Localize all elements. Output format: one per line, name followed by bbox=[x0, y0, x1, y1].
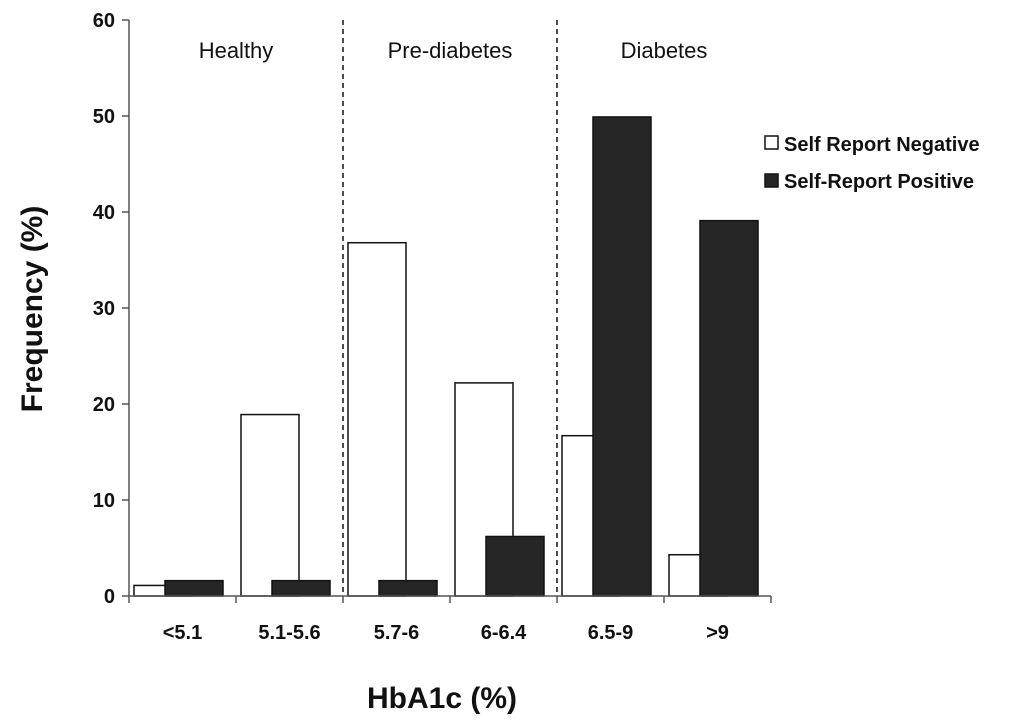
y-tick-label: 50 bbox=[93, 106, 115, 128]
region-label: Diabetes bbox=[621, 38, 708, 63]
legend-label-positive: Self-Report Positive bbox=[784, 171, 974, 193]
region-labels: Healthy Pre-diabetes Diabetes bbox=[199, 38, 708, 63]
legend-label-negative: Self Report Negative bbox=[784, 134, 980, 156]
x-tick-label: 5.1-5.6 bbox=[258, 622, 320, 644]
x-axis-title: HbA1c (%) bbox=[367, 682, 517, 715]
legend-item-negative: Self Report Negative bbox=[764, 134, 980, 156]
legend-swatch-positive bbox=[764, 173, 779, 188]
legend: Self Report Negative Self-Report Positiv… bbox=[764, 134, 980, 193]
y-tick-label: 10 bbox=[93, 490, 115, 512]
x-tick-label: 5.7-6 bbox=[374, 622, 420, 644]
bar-self-report-negative bbox=[347, 241, 407, 597]
region-label: Pre-diabetes bbox=[388, 38, 513, 63]
bar-self-report-negative bbox=[240, 413, 300, 597]
y-tick-label: 0 bbox=[104, 586, 115, 608]
legend-swatch-negative bbox=[764, 135, 779, 150]
x-ticks: <5.1 5.1-5.6 5.7-6 6-6.4 6.5-9 >9 bbox=[128, 596, 772, 644]
bar-self-report-positive bbox=[378, 579, 438, 597]
region-dividers bbox=[342, 20, 558, 596]
y-tick-label: 40 bbox=[93, 202, 115, 224]
y-tick-label: 60 bbox=[93, 10, 115, 32]
bar-self-report-positive bbox=[485, 535, 545, 597]
bar-self-report-positive bbox=[271, 579, 331, 597]
legend-item-positive: Self-Report Positive bbox=[764, 171, 974, 193]
bar-self-report-positive bbox=[699, 219, 759, 597]
bars-layer bbox=[133, 116, 759, 597]
x-tick-label: 6-6.4 bbox=[481, 622, 527, 644]
bar-self-report-positive bbox=[592, 116, 652, 597]
x-tick-label: 6.5-9 bbox=[588, 622, 634, 644]
bar-self-report-positive bbox=[164, 579, 224, 597]
axes bbox=[128, 20, 771, 597]
y-tick-label: 20 bbox=[93, 394, 115, 416]
y-ticks: 0 10 20 30 40 50 60 bbox=[93, 10, 129, 608]
x-tick-label: <5.1 bbox=[163, 622, 202, 644]
x-tick-label: >9 bbox=[706, 622, 729, 644]
y-axis-title: Frequency (%) bbox=[16, 206, 49, 413]
region-label: Healthy bbox=[199, 38, 274, 63]
y-tick-label: 30 bbox=[93, 298, 115, 320]
